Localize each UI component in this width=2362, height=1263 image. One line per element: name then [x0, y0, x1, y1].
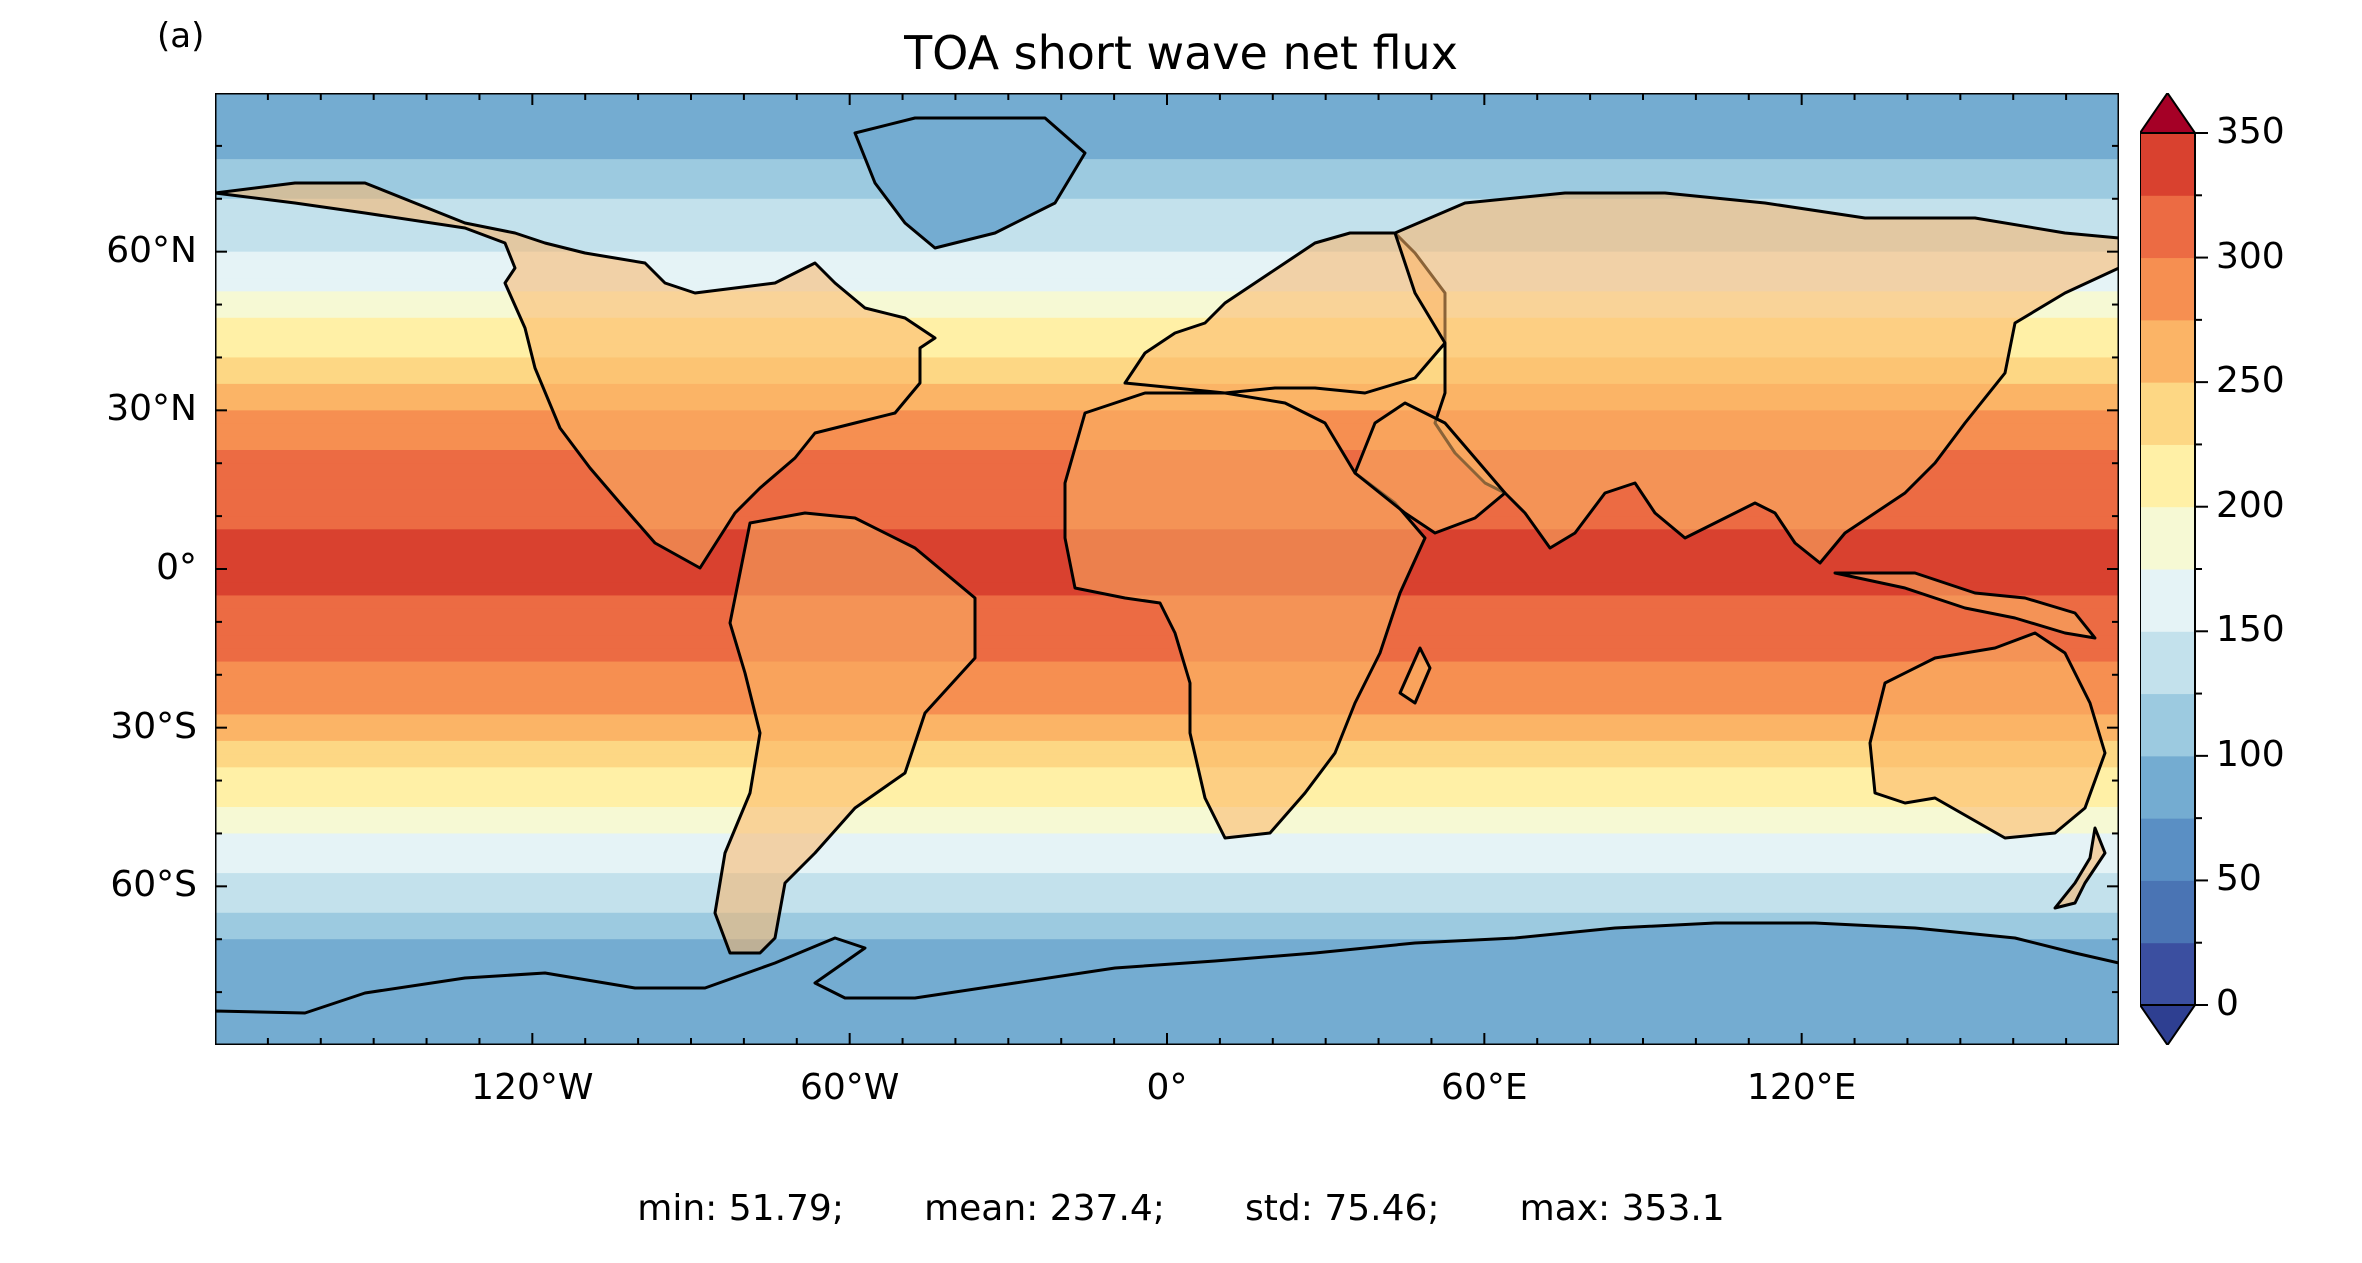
flux-band: [215, 807, 2119, 821]
coastline-arabia: [1353, 401, 1507, 535]
lon-tick-label: 0°: [1146, 1067, 1188, 1108]
lat-tick-label: 60°N: [106, 229, 197, 271]
coastlines: [215, 116, 2119, 1045]
colorbar-segment: [2140, 195, 2195, 259]
flux-band: [215, 621, 2119, 636]
colorbar-segment: [2140, 569, 2195, 632]
flux-band: [215, 899, 2119, 914]
flux-band: [215, 727, 2119, 742]
map-title: TOA short wave net flux: [904, 26, 1458, 80]
flux-band: [215, 159, 2119, 173]
coastline-indonesia: [1833, 571, 2097, 640]
lat-tick-label: 30°S: [110, 705, 197, 747]
flux-band: [215, 185, 2119, 200]
colorbar-extend-low: [2140, 1004, 2197, 1045]
colorbar-tick-label: 50: [2216, 858, 2262, 900]
stat-mean: mean: 237.4;: [924, 1188, 1165, 1229]
flux-band: [215, 780, 2119, 795]
flux-band: [215, 793, 2119, 808]
colorbar-segment: [2140, 506, 2195, 570]
flux-band: [215, 701, 2119, 715]
colorbar-segment: [2140, 880, 2195, 944]
lat-tick-label: 60°S: [110, 864, 197, 906]
colorbar-segment: [2140, 319, 2195, 383]
flux-band: [215, 198, 2119, 213]
flux-band: [215, 119, 2119, 134]
lon-tick-label: 60°W: [799, 1067, 900, 1108]
colorbar-tick-label: 0: [2216, 983, 2239, 1024]
map-plot: [215, 93, 2119, 1045]
flux-band: [215, 912, 2119, 927]
flux-band: [215, 873, 2119, 887]
flux-band: [215, 859, 2119, 874]
colorbar-segment: [2140, 257, 2195, 321]
stat-min: min: 51.79;: [637, 1188, 844, 1229]
flux-band: [215, 754, 2119, 768]
flux-band: [215, 820, 2119, 834]
colorbar-tick-label: 250: [2216, 360, 2285, 402]
colorbar-segment: [2140, 755, 2195, 819]
lat-tick-label: 0°: [156, 547, 197, 588]
colorbar-segment: [2140, 693, 2195, 757]
stat-max: max: 353.1: [1519, 1188, 1725, 1229]
flux-band: [215, 145, 2119, 160]
flux-band: [215, 767, 2119, 782]
colorbar-segment: [2140, 942, 2195, 1006]
colorbar-segment: [2140, 133, 2195, 196]
coastline-greenland: [853, 116, 1087, 250]
coastline-australia: [1868, 631, 2107, 840]
colorbar-tick-label: 200: [2216, 484, 2285, 526]
flux-band: [215, 674, 2119, 689]
colorbar-segment: [2140, 444, 2195, 508]
stats-line: min: 51.79; mean: 237.4; std: 75.46; max…: [0, 1188, 2362, 1229]
coastline-africa: [1063, 391, 1427, 840]
colorbar-tick-label: 150: [2216, 609, 2285, 651]
colorbar-tick-label: 350: [2216, 111, 2285, 152]
flux-band: [215, 688, 2119, 702]
colorbar-segment: [2140, 818, 2195, 881]
lon-tick-label: 60°E: [1441, 1067, 1528, 1108]
flux-band: [215, 172, 2119, 187]
flux-band: [215, 132, 2119, 147]
coastline-new-zealand: [2053, 826, 2107, 910]
panel-label: (a): [157, 16, 205, 56]
flux-band: [215, 661, 2119, 676]
flux-band: [215, 740, 2119, 755]
lon-tick-label: 120°W: [471, 1067, 594, 1108]
lat-tick-label: 30°N: [106, 388, 197, 430]
flux-band: [215, 714, 2119, 729]
colorbar-tick-label: 300: [2216, 235, 2285, 277]
coastline-north-america: [215, 181, 937, 570]
flux-band: [215, 886, 2119, 901]
colorbar-tick-label: 100: [2216, 733, 2285, 775]
colorbar: [2140, 93, 2208, 1045]
coastline-south-america: [713, 511, 977, 955]
lon-tick-label: 120°E: [1746, 1067, 1857, 1108]
coastline-madagascar: [1398, 646, 1432, 705]
colorbar-segment: [2140, 631, 2195, 695]
flux-band: [215, 106, 2119, 120]
coastline-antarctica: [215, 921, 2119, 1045]
colorbar-segment: [2140, 382, 2195, 445]
stat-std: std: 75.46;: [1245, 1188, 1440, 1229]
flux-band: [215, 635, 2119, 649]
flux-band: [215, 846, 2119, 861]
flux-band: [215, 833, 2119, 848]
colorbar-extend-high: [2140, 93, 2197, 134]
flux-band: [215, 648, 2119, 663]
